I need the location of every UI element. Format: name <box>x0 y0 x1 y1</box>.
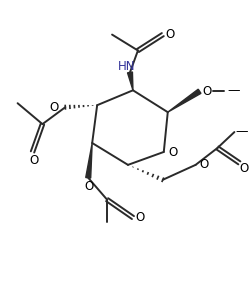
Polygon shape <box>167 89 200 112</box>
Text: O: O <box>239 162 248 175</box>
Text: O: O <box>135 211 144 224</box>
Polygon shape <box>127 72 132 90</box>
Text: O: O <box>84 180 94 193</box>
Text: —: — <box>234 125 246 138</box>
Text: HN: HN <box>118 60 135 73</box>
Text: O: O <box>168 146 177 159</box>
Polygon shape <box>86 143 92 178</box>
Text: O: O <box>164 28 174 41</box>
Text: O: O <box>201 85 210 98</box>
Text: —: — <box>226 84 239 97</box>
Text: O: O <box>198 158 207 171</box>
Text: O: O <box>49 101 58 114</box>
Text: O: O <box>29 155 38 167</box>
